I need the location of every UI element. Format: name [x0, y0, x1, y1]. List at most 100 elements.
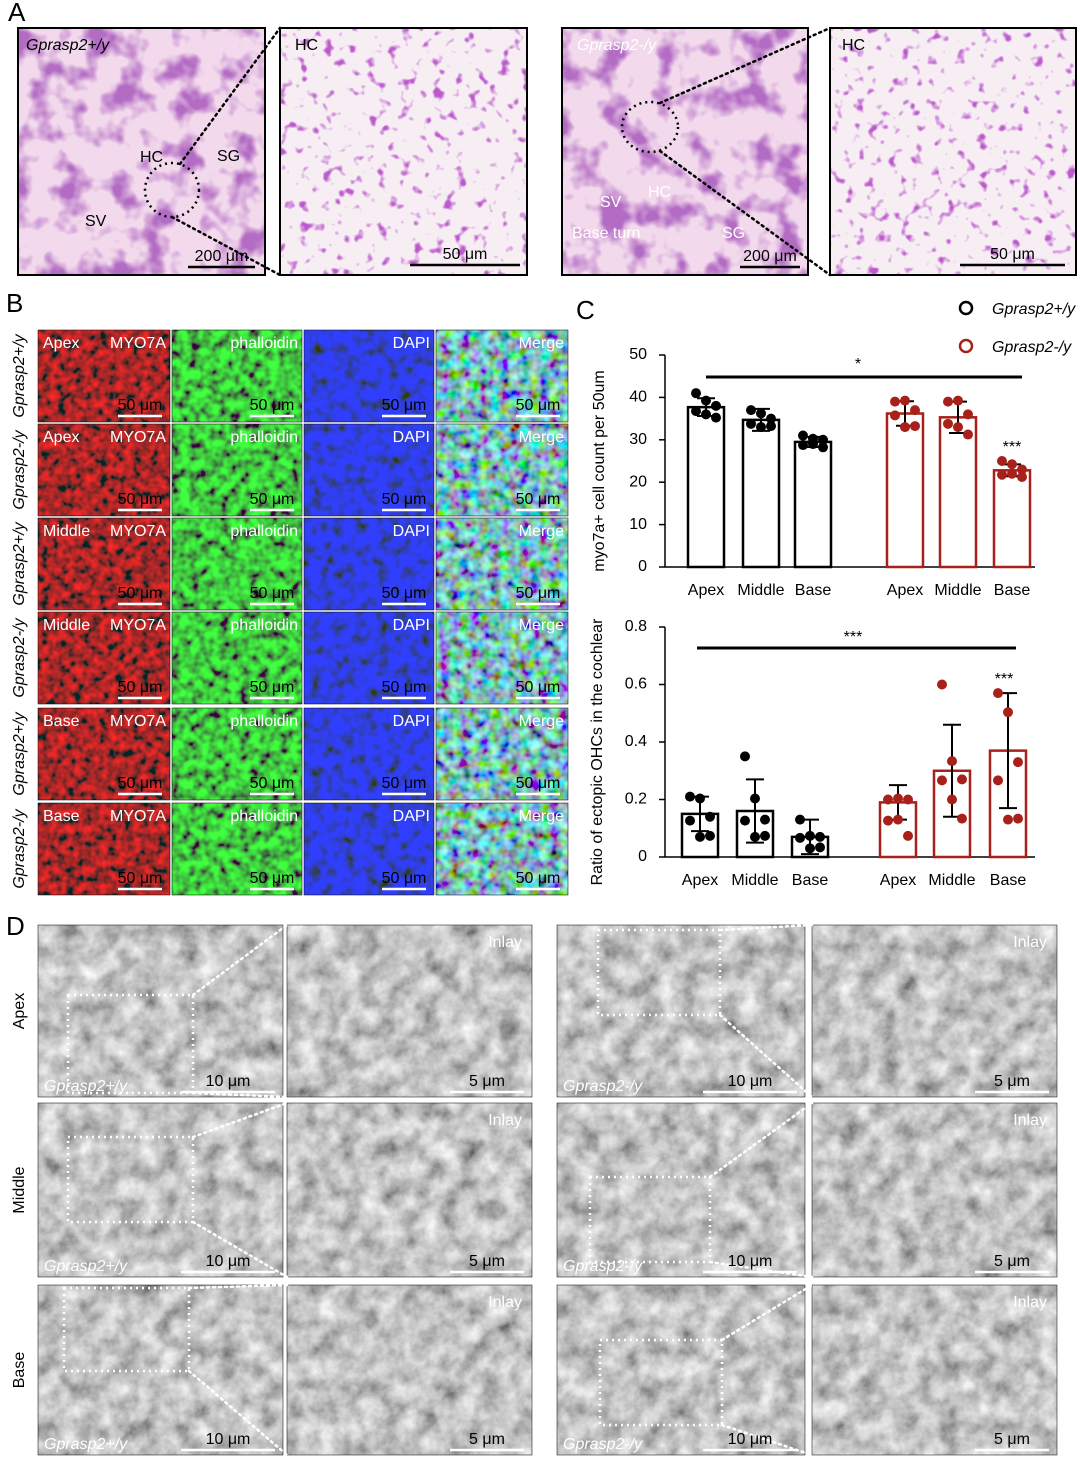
row-label: Base [11, 1352, 28, 1389]
data-point [937, 679, 947, 690]
micrograph [287, 1285, 532, 1455]
scale-label: 50 μm [516, 585, 561, 602]
image-frame [37, 802, 171, 896]
panel-letter: D [6, 911, 25, 941]
data-point [691, 406, 701, 417]
structure-label: HC [140, 149, 163, 166]
channel-label: DAPI [393, 808, 430, 825]
data-point [997, 469, 1007, 480]
scale-label: 50 μm [118, 679, 163, 696]
data-point [910, 405, 920, 416]
data-point [910, 421, 920, 432]
data-point [798, 430, 808, 441]
channel-label: phalloidin [230, 335, 298, 352]
structure-label: HC [648, 184, 671, 201]
channel-label: MYO7A [110, 523, 166, 540]
zoom-line [708, 1101, 814, 1179]
scale-label: 50 μm [118, 491, 163, 508]
scale-label: 50 μm [250, 397, 295, 414]
y-tick-label: 20 [629, 473, 647, 490]
data-point [705, 830, 715, 841]
region-label: Base [43, 713, 80, 730]
inlay-label: Inlay [1013, 934, 1047, 951]
data-point [883, 794, 893, 805]
channel-label: phalloidin [230, 808, 298, 825]
zoom-line [720, 1283, 814, 1342]
scale-label: 50 μm [516, 870, 561, 887]
x-tick-label: Base [990, 872, 1027, 889]
micrograph [38, 708, 170, 800]
genotype-label: Gprasp2+/y [44, 1436, 128, 1453]
y-tick-label: 10 [629, 516, 647, 533]
image-frame [37, 517, 171, 611]
data-point [798, 440, 808, 451]
region-label: Apex [43, 429, 79, 446]
image-frame [556, 924, 806, 1098]
channel-label: MYO7A [110, 335, 166, 352]
image-frame [303, 517, 435, 611]
scale-label: 50 μm [250, 679, 295, 696]
scale-label: 50 μm [118, 585, 163, 602]
image-frame [435, 517, 569, 611]
image-frame [829, 27, 1077, 276]
data-point [766, 413, 776, 424]
channel-label: phalloidin [230, 617, 298, 634]
scale-label: 50 μm [250, 870, 295, 887]
y-tick-label: 40 [629, 389, 647, 406]
data-point [695, 793, 705, 804]
data-point [1007, 459, 1017, 470]
image-frame [435, 707, 569, 801]
data-point [815, 831, 825, 842]
panel-letter: C [576, 295, 595, 325]
micrograph [557, 1285, 805, 1455]
micrograph [38, 330, 170, 422]
scale-label: 5 μm [994, 1073, 1030, 1090]
image-frame [171, 329, 303, 423]
image-frame [279, 27, 528, 276]
y-axis-label: myo7a+ cell count per 50um [591, 370, 608, 571]
micrograph [38, 1285, 283, 1455]
scale-label: 10 μm [206, 1253, 251, 1270]
channel-label: phalloidin [230, 713, 298, 730]
data-point [805, 843, 815, 854]
scale-label: 200 μm [195, 248, 249, 265]
image-frame [303, 802, 435, 896]
image-frame [171, 707, 303, 801]
micrograph [304, 708, 434, 800]
scale-label: 50 μm [250, 775, 295, 792]
data-point [760, 830, 770, 841]
y-axis-label: Ratio of ectopic OHCs in the cochlear [589, 618, 606, 885]
data-point [685, 791, 695, 802]
inlay-label: Inlay [488, 934, 522, 951]
channel-label: Merge [519, 808, 564, 825]
image-title: HC [842, 37, 865, 54]
data-point [746, 418, 756, 429]
x-tick-label: Middle [737, 582, 784, 599]
data-point [890, 396, 900, 407]
data-point [711, 412, 721, 423]
micrograph [304, 803, 434, 895]
zoom-line [191, 1220, 289, 1279]
region-label: Middle [43, 617, 90, 634]
panel-letter: B [6, 288, 23, 318]
micrograph [557, 925, 805, 1097]
structure-label: SV [85, 213, 107, 230]
image-frame [435, 611, 569, 705]
scale-label: 50 μm [382, 491, 427, 508]
micrograph [172, 708, 302, 800]
zoom-line [718, 1013, 814, 1099]
scale-label: 50 μm [118, 775, 163, 792]
data-point [893, 814, 903, 825]
micrograph [172, 518, 302, 610]
data-point [818, 434, 828, 445]
channel-label: Merge [519, 335, 564, 352]
data-point [711, 400, 721, 411]
zoom-box [598, 1338, 724, 1427]
data-point [756, 422, 766, 433]
scale-label: 50 μm [382, 585, 427, 602]
inlay-label: Inlay [488, 1294, 522, 1311]
legend-marker [958, 300, 974, 316]
y-tick-label: 50 [629, 346, 647, 363]
image-frame [303, 329, 435, 423]
